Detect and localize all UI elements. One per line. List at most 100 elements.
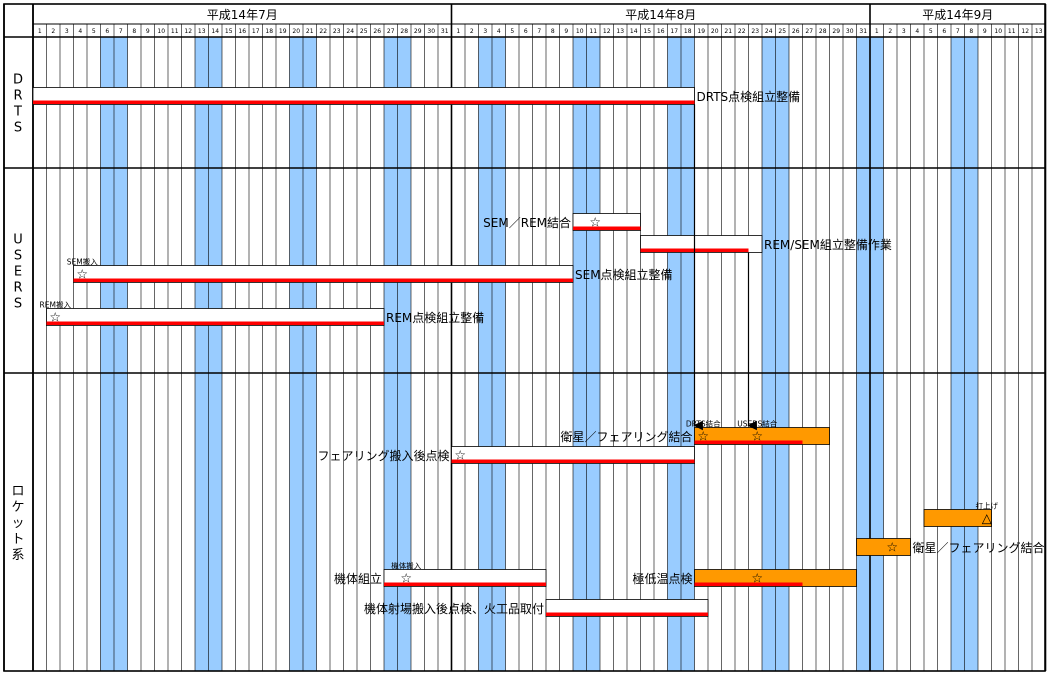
milestone-marker: ☆ bbox=[589, 216, 601, 231]
day-tick-label: 23 bbox=[751, 28, 759, 35]
day-tick-label: 11 bbox=[1008, 28, 1016, 35]
day-tick-label: 4 bbox=[915, 28, 919, 35]
day-tick-label: 18 bbox=[265, 28, 273, 35]
section-labels: D R T S U S E R S ロケット系 bbox=[11, 73, 24, 564]
milestone-note: REM搬入 bbox=[40, 300, 72, 310]
day-tick-label: 21 bbox=[724, 28, 732, 35]
task-bars: DRTS点検組立整備 ☆SEM／REM結合 REM/SEM組立整備作業 ☆ SEM搬入 S… bbox=[32, 87, 1045, 617]
day-tick-label: 22 bbox=[738, 28, 746, 35]
day-tick-label: 28 bbox=[819, 28, 827, 35]
progress-bar bbox=[33, 100, 695, 104]
day-tick-label: 24 bbox=[765, 28, 773, 35]
day-tick-label: 19 bbox=[279, 28, 287, 35]
task-label: フェアリング搬入後点検 bbox=[317, 448, 449, 463]
day-tick-label: 12 bbox=[603, 28, 611, 35]
day-tick-label: 11 bbox=[589, 28, 597, 35]
day-tick-label: 26 bbox=[373, 28, 381, 35]
milestone-note: SEM搬入 bbox=[67, 257, 98, 267]
milestone-marker: ☆ bbox=[454, 449, 466, 464]
task-label: 機体射場搬入後点検、火工品取付 bbox=[364, 601, 544, 616]
day-tick-label: 5 bbox=[510, 28, 514, 35]
day-tick-label: 3 bbox=[483, 28, 487, 35]
progress-bar bbox=[573, 226, 641, 230]
day-tick-label: 4 bbox=[497, 28, 501, 35]
day-tick-label: 26 bbox=[792, 28, 800, 35]
section-label-rocket: ロケット系 bbox=[11, 484, 24, 563]
task-bar bbox=[545, 599, 709, 617]
month-label: 平成14年7月 bbox=[207, 8, 278, 22]
day-tick-label: 31 bbox=[859, 28, 867, 35]
milestone-note: DRTS結合 bbox=[686, 419, 721, 429]
task-bar bbox=[640, 235, 763, 253]
day-tick-label: 2 bbox=[888, 28, 892, 35]
day-tick-label: 7 bbox=[956, 28, 960, 35]
milestone-note: 機体搬入 bbox=[391, 561, 421, 571]
day-tick-label: 13 bbox=[198, 28, 206, 35]
task-label: 機体組立 bbox=[334, 571, 382, 586]
milestone-marker: ☆ bbox=[697, 430, 709, 445]
task-0: DRTS点検組立整備 bbox=[32, 87, 801, 105]
day-tick-label: 7 bbox=[537, 28, 541, 35]
progress-bar bbox=[694, 440, 803, 444]
day-tick-label: 15 bbox=[643, 28, 651, 35]
day-tick-label: 9 bbox=[983, 28, 987, 35]
day-tick-label: 25 bbox=[778, 28, 786, 35]
day-tick-label: 9 bbox=[146, 28, 150, 35]
day-tick-label: 3 bbox=[65, 28, 69, 35]
day-tick-label: 14 bbox=[211, 28, 219, 35]
task-bar bbox=[694, 569, 857, 587]
milestone-marker: △ bbox=[982, 512, 992, 527]
day-tick-label: 16 bbox=[238, 28, 246, 35]
day-tick-label: 24 bbox=[346, 28, 354, 35]
task-label: DRTS点検組立整備 bbox=[697, 89, 801, 104]
progress-bar bbox=[384, 582, 546, 586]
day-tick-label: 13 bbox=[1035, 28, 1043, 35]
milestone-marker: ☆ bbox=[751, 572, 763, 587]
day-tick-label: 15 bbox=[225, 28, 233, 35]
day-tick-label: 2 bbox=[470, 28, 474, 35]
task-bar bbox=[32, 87, 695, 105]
day-tick-label: 8 bbox=[132, 28, 136, 35]
task-1: ☆ SEM／REM結合 bbox=[483, 213, 641, 231]
day-tick-label: 1 bbox=[38, 28, 42, 35]
dependency-arrows bbox=[693, 104, 757, 431]
day-tick-label: 30 bbox=[427, 28, 435, 35]
day-tick-label: 13 bbox=[616, 28, 624, 35]
milestone-note: USERS結合 bbox=[737, 419, 777, 429]
day-tick-label: 2 bbox=[51, 28, 55, 35]
progress-bar bbox=[451, 459, 695, 463]
day-tick-label: 29 bbox=[414, 28, 422, 35]
day-tick-label: 7 bbox=[119, 28, 123, 35]
day-tick-label: 14 bbox=[630, 28, 638, 35]
task-bar bbox=[694, 427, 830, 445]
task-bar bbox=[383, 569, 547, 587]
task-label: 極低温点検 bbox=[632, 571, 692, 586]
day-tick-label: 1 bbox=[456, 28, 460, 35]
day-tick-label: 17 bbox=[670, 28, 678, 35]
month-label: 平成14年8月 bbox=[625, 8, 696, 22]
day-tick-label: 27 bbox=[805, 28, 813, 35]
milestone-marker: ☆ bbox=[751, 430, 763, 445]
task-bar bbox=[923, 509, 992, 527]
day-tick-label: 28 bbox=[400, 28, 408, 35]
day-tick-label: 9 bbox=[564, 28, 568, 35]
day-tick-label: 8 bbox=[551, 28, 555, 35]
day-tick-label: 19 bbox=[697, 28, 705, 35]
day-tick-label: 5 bbox=[929, 28, 933, 35]
day-tick-label: 6 bbox=[942, 28, 946, 35]
task-bar bbox=[73, 265, 574, 283]
day-tick-label: 3 bbox=[902, 28, 906, 35]
day-tick-label: 17 bbox=[252, 28, 260, 35]
progress-bar bbox=[46, 321, 384, 325]
task-label: SEM点検組立整備 bbox=[575, 267, 673, 282]
day-tick-label: 22 bbox=[319, 28, 327, 35]
day-tick-label: 20 bbox=[292, 28, 300, 35]
day-tick-label: 6 bbox=[524, 28, 528, 35]
day-tick-label: 16 bbox=[657, 28, 665, 35]
task-label: REM/SEM組立整備作業 bbox=[764, 237, 892, 252]
day-tick-label: 21 bbox=[306, 28, 314, 35]
